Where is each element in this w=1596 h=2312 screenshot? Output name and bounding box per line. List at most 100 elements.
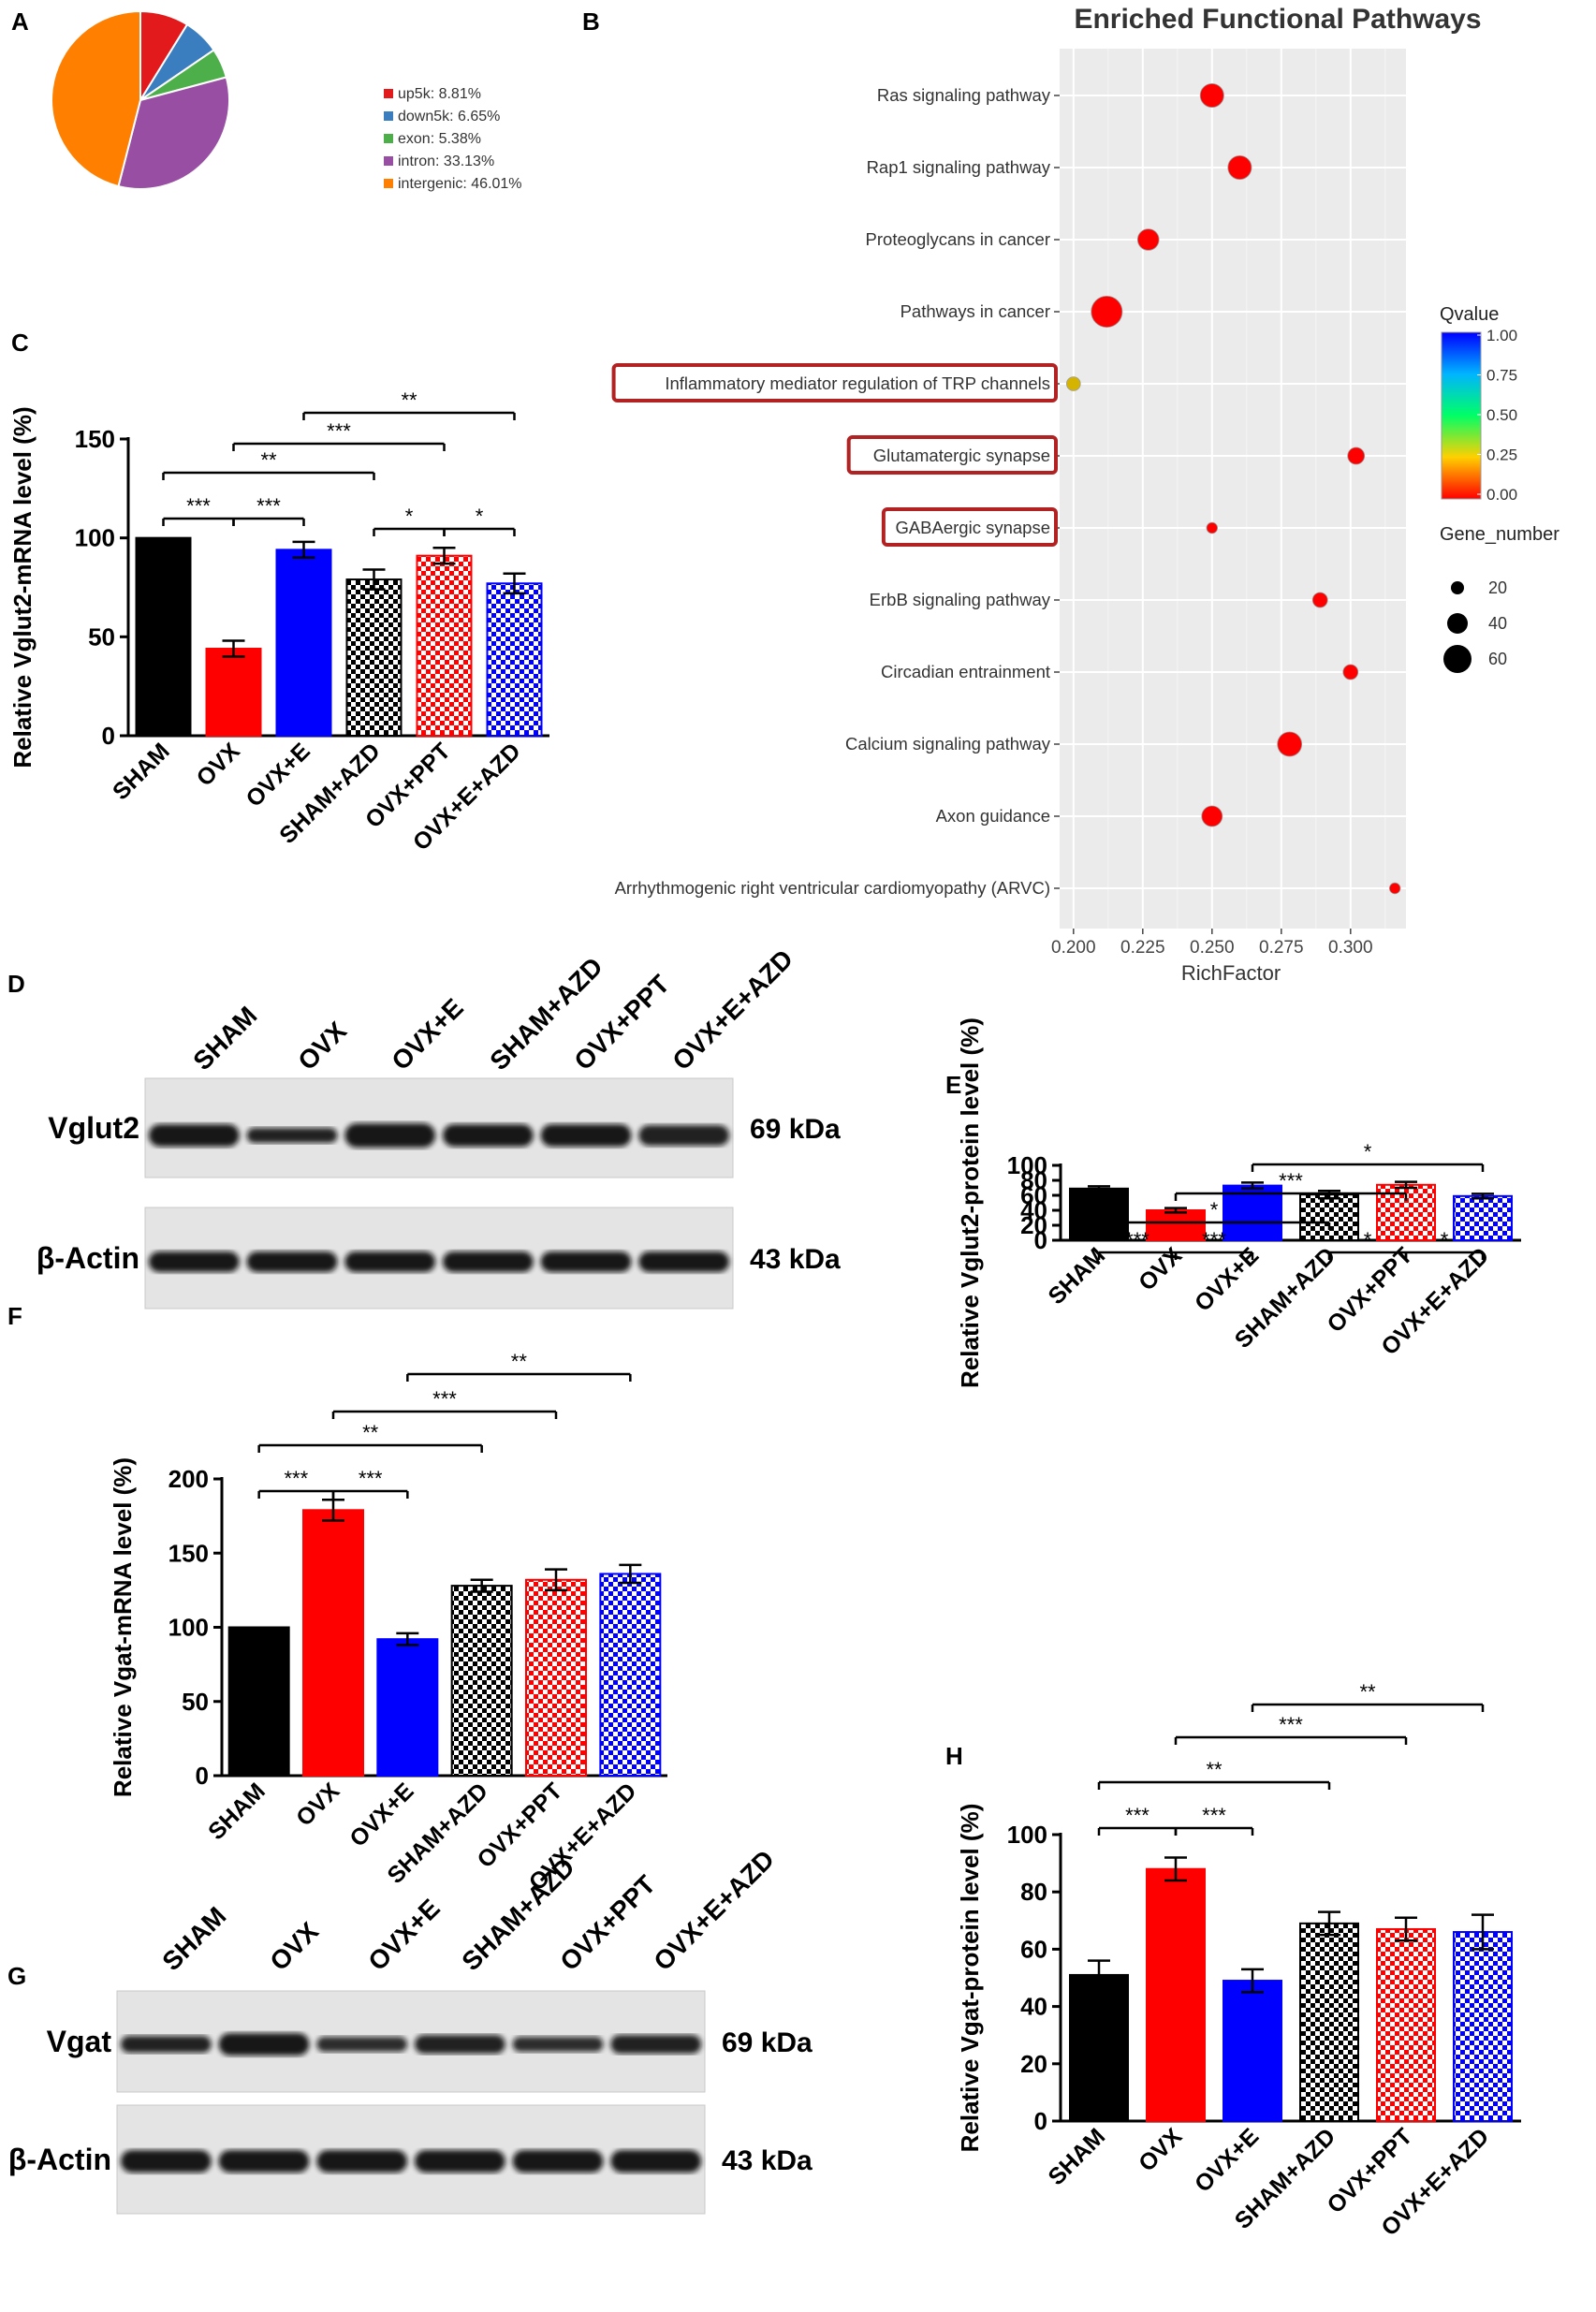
significance-label: *: [1364, 1228, 1372, 1251]
panel-letter-g: G: [7, 1962, 26, 1990]
significance-label: *: [1364, 1140, 1372, 1163]
bar-sham-azd: [1299, 1922, 1359, 2123]
panel-letter-b: B: [582, 7, 600, 36]
bar-sham: [1069, 1973, 1129, 2122]
highlight-box-glutamatergic-synapse: [846, 435, 1059, 475]
blot-row-label-actin: β-Actin: [37, 1241, 139, 1275]
legend-label-down5k: down5k: 6.65%: [398, 109, 500, 124]
pathway-label-ras-signaling-pathway: Ras signaling pathway: [877, 85, 1051, 105]
y-tick-label: 200: [168, 1465, 209, 1493]
bar-ovx: [205, 648, 262, 737]
y-tick-label: 150: [75, 425, 115, 453]
significance-label: ***: [256, 494, 281, 518]
bar-ovx-e-azd: [1453, 1194, 1513, 1242]
lane-label-ovx-e: OVX+E: [362, 1894, 446, 1977]
bar-ovx-e: [376, 1638, 439, 1778]
y-axis-label: Relative Vgat-mRNA level (%): [109, 1457, 137, 1797]
bar-ovx: [1146, 1209, 1206, 1241]
blot-row-label-vglut2: Vglut2: [48, 1111, 139, 1145]
blot-band: [415, 2035, 505, 2054]
blot-band: [149, 1251, 240, 1272]
blot-band: [512, 2150, 604, 2173]
significance-label: *: [1441, 1228, 1449, 1251]
plot-panel-background: [1060, 49, 1406, 929]
category-label-ovx-e: OVX+E: [1190, 2123, 1264, 2197]
panel-letter-e: E: [945, 1071, 961, 1099]
y-axis-label: Relative Vglut2-protein level (%): [956, 1017, 984, 1388]
pathway-label-pathways-in-cancer: Pathways in cancer: [900, 301, 1050, 321]
pathway-dot-axon-guidance: [1201, 805, 1223, 827]
category-label-sham: SHAM: [203, 1778, 271, 1845]
pathway-label-inflammatory-mediator-regulation-of-trp-channels: Inflammatory mediator regulation of TRP …: [665, 373, 1050, 393]
bar-ovx: [1146, 1867, 1206, 2122]
significance-label: **: [1206, 1758, 1223, 1781]
y-tick-label: 20: [1020, 2050, 1047, 2078]
bar-ovx-ppt: [416, 554, 473, 737]
significance-label: **: [511, 1350, 528, 1373]
panel-letter-a: A: [11, 7, 29, 36]
pathway-label-proteoglycans-in-cancer: Proteoglycans in cancer: [866, 229, 1050, 249]
qvalue-tick-label: 1.00: [1486, 327, 1517, 344]
blot-band: [246, 1251, 338, 1272]
y-tick-label: 60: [1020, 1935, 1047, 1963]
blot-band: [415, 2150, 505, 2173]
significance-label: ***: [1202, 1228, 1226, 1251]
y-tick-label: 0: [102, 722, 115, 750]
y-tick-label: 80: [1020, 1878, 1047, 1906]
blot-band: [121, 2150, 212, 2173]
bar-ovx-e: [1223, 1980, 1282, 2123]
panel-letter-c: C: [11, 329, 29, 357]
x-tick-label: 0.200: [1051, 938, 1096, 958]
blot-row-label-actin: β-Actin: [8, 2143, 111, 2176]
pathway-dot-calcium-signaling-pathway: [1277, 731, 1303, 757]
gene-number-legend-label: 40: [1488, 614, 1507, 633]
blot-size-label: 69 kDa: [750, 1114, 841, 1145]
pie-chart: [51, 9, 230, 190]
bar-sham-azd: [1299, 1193, 1359, 1241]
pathway-dot-ras-signaling-pathway: [1199, 83, 1224, 109]
pathway-label-circadian-entrainment: Circadian entrainment: [881, 662, 1050, 681]
pathway-label-calcium-signaling-pathway: Calcium signaling pathway: [845, 734, 1051, 754]
blot-band: [344, 1123, 435, 1148]
legend-label-intron: intron: 33.13%: [398, 154, 494, 169]
blot-band: [218, 2033, 310, 2056]
pathway-dot-arrhythmogenic-right-ventricular-cardiomyopathy-arvc: [1388, 882, 1401, 895]
bar-ovx-ppt: [525, 1578, 587, 1778]
blot-band: [149, 1124, 240, 1147]
bar-ovx-e-azd: [486, 582, 543, 737]
lane-label-ovx: OVX: [292, 1016, 352, 1076]
y-tick-label: 50: [182, 1688, 209, 1716]
category-label-ovx: OVX: [1134, 2123, 1187, 2176]
blot-membrane-actin: [117, 2105, 705, 2214]
y-tick-label: 0: [1034, 2107, 1047, 2135]
y-tick-label: 60: [1020, 1181, 1047, 1209]
qvalue-tick-label: 0.25: [1486, 446, 1517, 464]
significance-label: *: [405, 505, 414, 528]
legend-label-exon: exon: 5.38%: [398, 131, 481, 147]
legend-swatch-intergenic: [384, 179, 393, 188]
pie-legend: up5k: 8.81% down5k: 6.65% exon: 5.38% intro…: [384, 86, 522, 192]
blot-size-label: 43 kDa: [722, 2145, 813, 2176]
significance-label: *: [1210, 1198, 1219, 1222]
y-tick-label: 0: [1034, 1226, 1047, 1254]
vglut2-mrna-bar-chart: 0 50 100 150 Relative Vglut2-mRNA level (%) S…: [8, 388, 549, 856]
legend-swatch-exon: [384, 134, 393, 143]
dot-plot-xlabel: RichFactor: [1181, 961, 1281, 985]
lane-label-ovx: OVX: [264, 1916, 324, 1976]
x-tick-label: 0.250: [1190, 938, 1235, 958]
significance-label: ***: [1279, 1169, 1303, 1193]
significance-label: ***: [1279, 1713, 1303, 1736]
bar-ovx-ppt: [1376, 1927, 1436, 2122]
y-tick-label: 40: [1020, 1196, 1047, 1224]
gene-number-legend-dot: [1447, 613, 1468, 634]
blot-band: [638, 1251, 729, 1272]
y-tick-label: 0: [196, 1762, 209, 1790]
blot-membrane-border: [116, 1990, 706, 2093]
highlight-box-inflammatory-mediator-regulation-of-trp-channels: [611, 363, 1058, 402]
panel-letter-d: D: [7, 970, 25, 998]
blot-membrane-actin: [145, 1207, 733, 1309]
significance-label: ***: [432, 1387, 457, 1411]
gene-number-legend-label: 20: [1488, 578, 1507, 597]
y-tick-label: 100: [1007, 1151, 1047, 1179]
